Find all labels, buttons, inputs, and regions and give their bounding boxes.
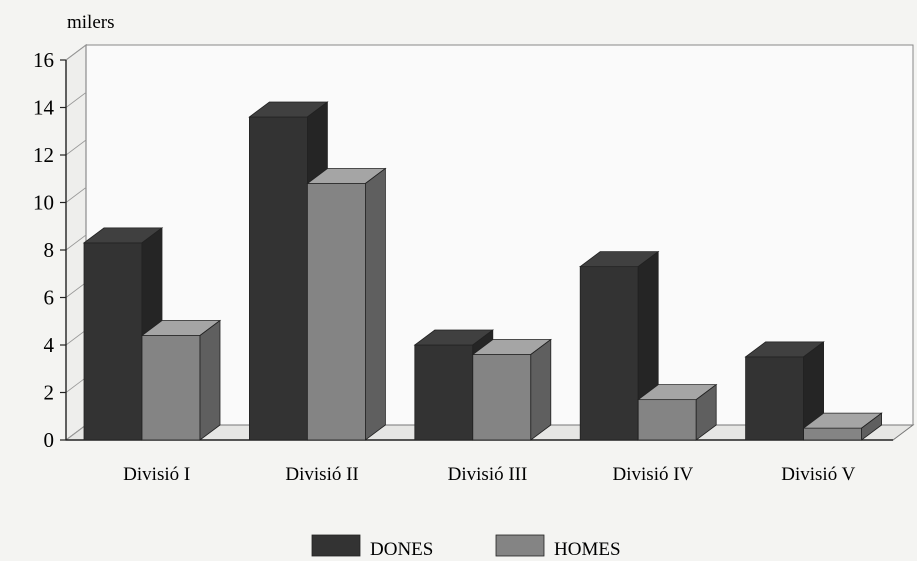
bar-homes-2 bbox=[306, 167, 387, 441]
x-category-label: Divisió V bbox=[781, 464, 855, 485]
chart-axes: 0 2 4 6 8 10 12 14 16 milers bbox=[33, 12, 893, 452]
x-category-label: Divisió IV bbox=[613, 464, 694, 485]
y-tick-label: 10 bbox=[33, 191, 54, 215]
bar-front bbox=[803, 427, 862, 441]
bar-side bbox=[364, 167, 386, 441]
bar-side bbox=[199, 319, 221, 441]
bar-dones-5 bbox=[744, 341, 825, 441]
bar-front bbox=[83, 242, 143, 441]
bar-side bbox=[861, 412, 882, 441]
category-labels: Divisió I Divisió II Divisió III Divisió IV… bbox=[123, 464, 855, 485]
bar-front bbox=[414, 344, 474, 441]
bar-front bbox=[745, 356, 804, 441]
x-category-label: Divisió I bbox=[123, 464, 190, 485]
y-tick-depth bbox=[65, 92, 87, 108]
y-tick-label: 4 bbox=[44, 333, 55, 357]
y-tick-label: 0 bbox=[44, 428, 55, 452]
bar-side bbox=[530, 338, 552, 441]
y-tick-depth bbox=[65, 282, 87, 298]
y-tick-label: 12 bbox=[33, 143, 54, 167]
y-tick-depth bbox=[65, 329, 87, 346]
y-tick-label: 2 bbox=[44, 381, 55, 405]
bar-homes-1 bbox=[140, 319, 222, 441]
legend-swatch bbox=[495, 534, 545, 557]
bar-front bbox=[579, 266, 639, 441]
bar-front bbox=[472, 354, 532, 441]
y-tick-depth bbox=[65, 139, 87, 156]
legend-label: DONES bbox=[370, 539, 433, 560]
bar-side bbox=[695, 383, 717, 441]
y-tick-depth bbox=[65, 44, 87, 61]
legend-swatch bbox=[311, 534, 361, 557]
bar-homes-4 bbox=[637, 383, 718, 441]
bar-homes-3 bbox=[471, 338, 552, 441]
y-tick-label: 8 bbox=[44, 238, 55, 262]
y-tick-depth bbox=[65, 424, 87, 441]
bar-front bbox=[637, 399, 697, 441]
y-tick-label: 14 bbox=[33, 96, 55, 120]
y-tick-label: 6 bbox=[44, 286, 55, 310]
legend: DONES HOMES bbox=[311, 534, 621, 560]
bar-front bbox=[248, 116, 308, 441]
y-tick-label: 16 bbox=[33, 48, 54, 72]
bar-homes-5 bbox=[802, 412, 883, 441]
y-tick-depth bbox=[65, 187, 87, 203]
x-category-label: Divisió II bbox=[285, 464, 358, 485]
legend-label: HOMES bbox=[554, 539, 621, 560]
bars bbox=[82, 101, 883, 441]
bar-front bbox=[306, 183, 366, 441]
y-tick-depth bbox=[65, 234, 87, 251]
y-axis-unit-label: milers bbox=[67, 12, 115, 33]
x-category-label: Divisió III bbox=[448, 464, 528, 485]
bar-front bbox=[141, 335, 201, 441]
y-tick-depth bbox=[65, 377, 87, 393]
